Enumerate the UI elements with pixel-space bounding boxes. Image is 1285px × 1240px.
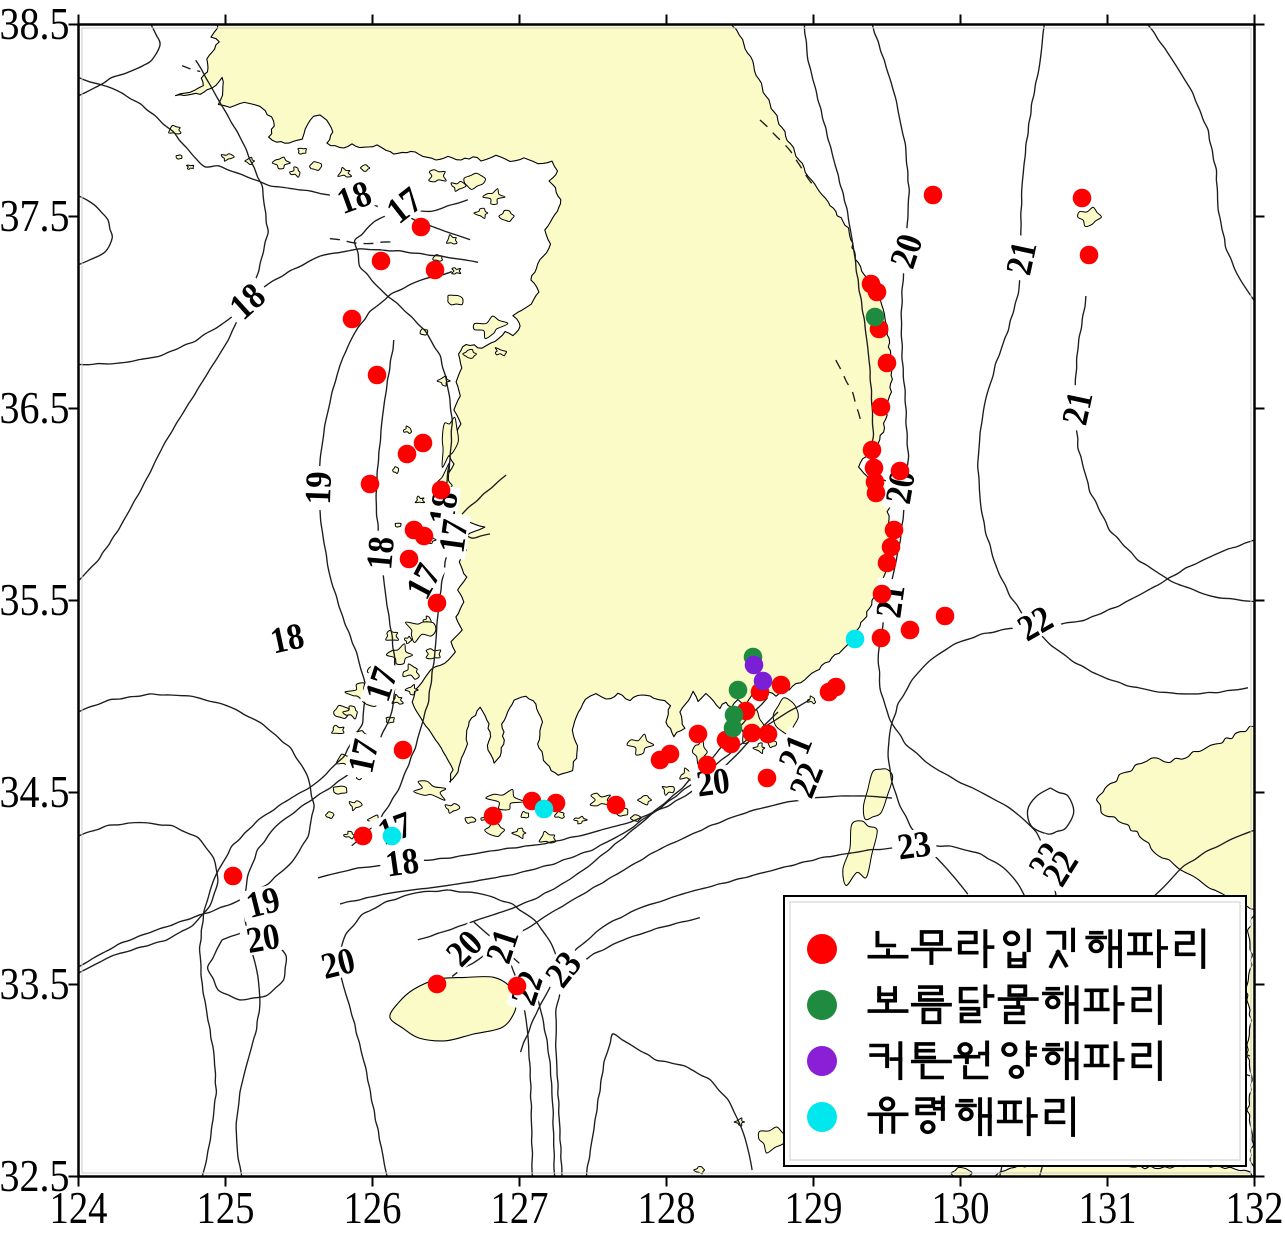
svg-text:38.5: 38.5 <box>0 0 70 49</box>
svg-text:37.5: 37.5 <box>0 190 70 241</box>
svg-text:129: 129 <box>785 1182 843 1233</box>
svg-text:36.5: 36.5 <box>0 382 70 433</box>
svg-text:20: 20 <box>243 916 283 962</box>
svg-text:124: 124 <box>50 1182 108 1233</box>
svg-text:125: 125 <box>197 1182 255 1233</box>
svg-text:127: 127 <box>491 1182 549 1233</box>
svg-text:18: 18 <box>359 535 403 571</box>
svg-text:130: 130 <box>932 1182 990 1233</box>
svg-text:131: 131 <box>1079 1182 1137 1233</box>
svg-text:19: 19 <box>298 471 340 505</box>
svg-text:132: 132 <box>1226 1182 1284 1233</box>
svg-text:126: 126 <box>344 1182 402 1233</box>
svg-text:34.5: 34.5 <box>0 766 70 817</box>
svg-text:23: 23 <box>895 823 933 868</box>
svg-text:33.5: 33.5 <box>0 958 70 1009</box>
svg-text:35.5: 35.5 <box>0 574 70 625</box>
svg-text:17: 17 <box>431 517 476 555</box>
svg-text:128: 128 <box>638 1182 696 1233</box>
svg-text:32.5: 32.5 <box>0 1150 70 1201</box>
svg-text:18: 18 <box>383 840 421 885</box>
